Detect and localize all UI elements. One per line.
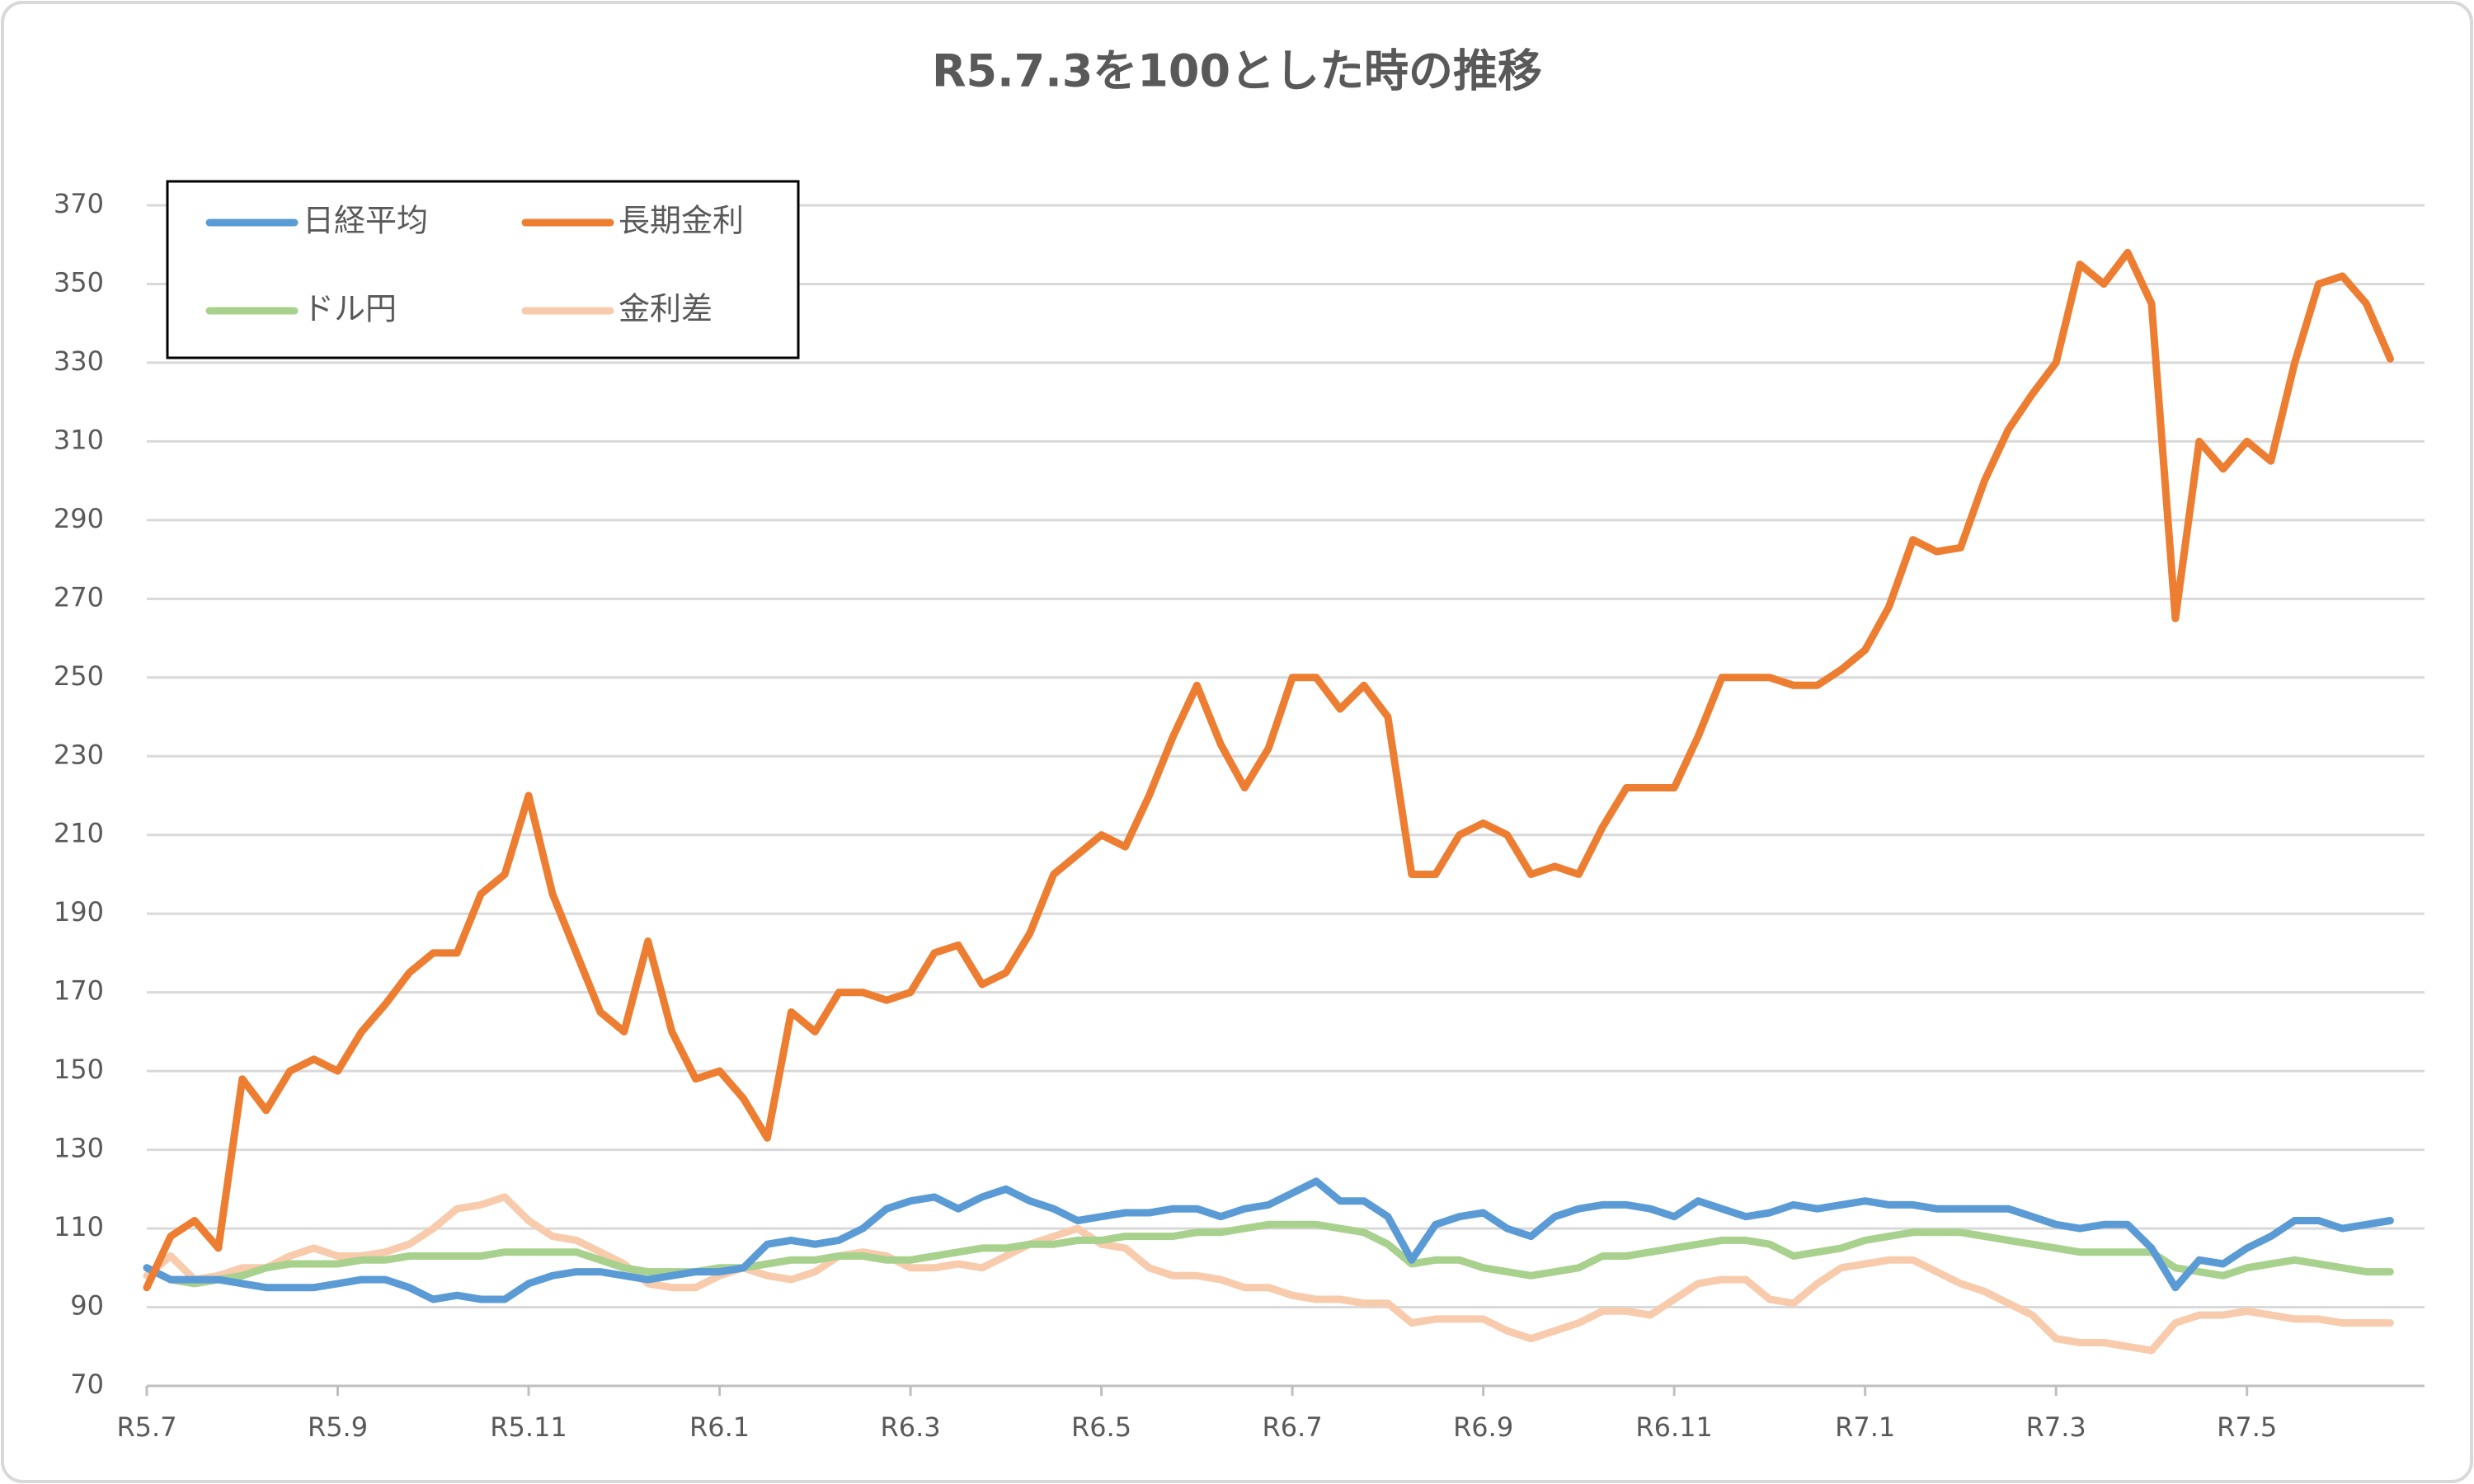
series-line [143,1193,2394,1355]
y-tick-label: 110 [54,1211,104,1242]
x-tick-label: R5.7 [116,1411,176,1443]
x-tick-label: R5.9 [308,1411,368,1443]
y-tick-label: 230 [54,739,104,770]
x-tick-label: R6.9 [1453,1411,1513,1443]
x-tick-label: R7.3 [2026,1411,2086,1443]
x-tick-label: R6.3 [881,1411,941,1443]
x-tick-label: R5.11 [490,1411,567,1443]
y-tick-label: 290 [54,503,104,534]
legend-label: ドル円 [303,291,397,327]
series-line [143,1220,2394,1288]
x-tick-label: R7.1 [1835,1411,1895,1443]
x-tick-label: R6.11 [1635,1411,1712,1443]
y-tick-label: 170 [54,975,104,1007]
y-tick-label: 250 [54,660,104,692]
series-line [143,248,2394,1292]
y-tick-label: 310 [54,424,104,455]
legend-label: 長期金利 [618,203,744,239]
legend-label: 金利差 [618,291,713,327]
legend-label: 日経平均 [303,203,428,239]
series-line [143,1177,2394,1303]
y-tick-label: 370 [54,188,104,219]
legend-box [166,180,800,359]
y-tick-label: 70 [70,1369,104,1400]
x-tick-label: R7.5 [2217,1411,2277,1443]
x-tick-label: R6.5 [1071,1411,1131,1443]
y-tick-label: 130 [54,1133,104,1164]
x-tick-label: R6.1 [689,1411,750,1443]
y-tick-label: 210 [54,818,104,849]
y-tick-label: 330 [54,345,104,377]
x-tick-label: R6.7 [1263,1411,1323,1443]
y-tick-label: 190 [54,896,104,928]
y-tick-label: 90 [70,1290,104,1322]
chart-title: R5.7.3を100とした時の推移 [932,45,1542,97]
y-tick-label: 350 [54,266,104,298]
y-tick-label: 150 [54,1054,104,1085]
y-tick-label: 270 [54,581,104,613]
